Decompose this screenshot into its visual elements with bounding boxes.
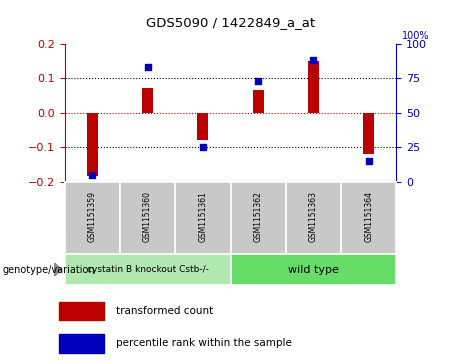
Bar [253,90,264,113]
Bar [363,113,374,154]
Bar [59,334,105,353]
Point [254,78,262,84]
Point [144,64,151,70]
Bar [142,88,153,113]
Point [89,172,96,178]
Text: 100%: 100% [402,31,430,41]
Text: cystatin B knockout Cstb-/-: cystatin B knockout Cstb-/- [87,265,208,274]
Text: GSM1151363: GSM1151363 [309,191,318,242]
Bar [59,302,105,321]
Bar [197,113,208,140]
Point [310,57,317,63]
Text: wild type: wild type [288,265,339,274]
Point [199,144,207,150]
Text: GSM1151364: GSM1151364 [364,191,373,242]
Text: GDS5090 / 1422849_a_at: GDS5090 / 1422849_a_at [146,16,315,29]
Text: percentile rank within the sample: percentile rank within the sample [116,338,292,348]
Polygon shape [54,263,62,276]
Text: GSM1151360: GSM1151360 [143,191,152,242]
Bar [87,113,98,176]
Text: transformed count: transformed count [116,306,213,316]
Text: genotype/variation: genotype/variation [2,265,95,274]
Text: GSM1151361: GSM1151361 [198,191,207,242]
Bar [308,61,319,113]
Text: GSM1151362: GSM1151362 [254,191,263,242]
Point [365,158,372,164]
Text: GSM1151359: GSM1151359 [88,191,97,242]
